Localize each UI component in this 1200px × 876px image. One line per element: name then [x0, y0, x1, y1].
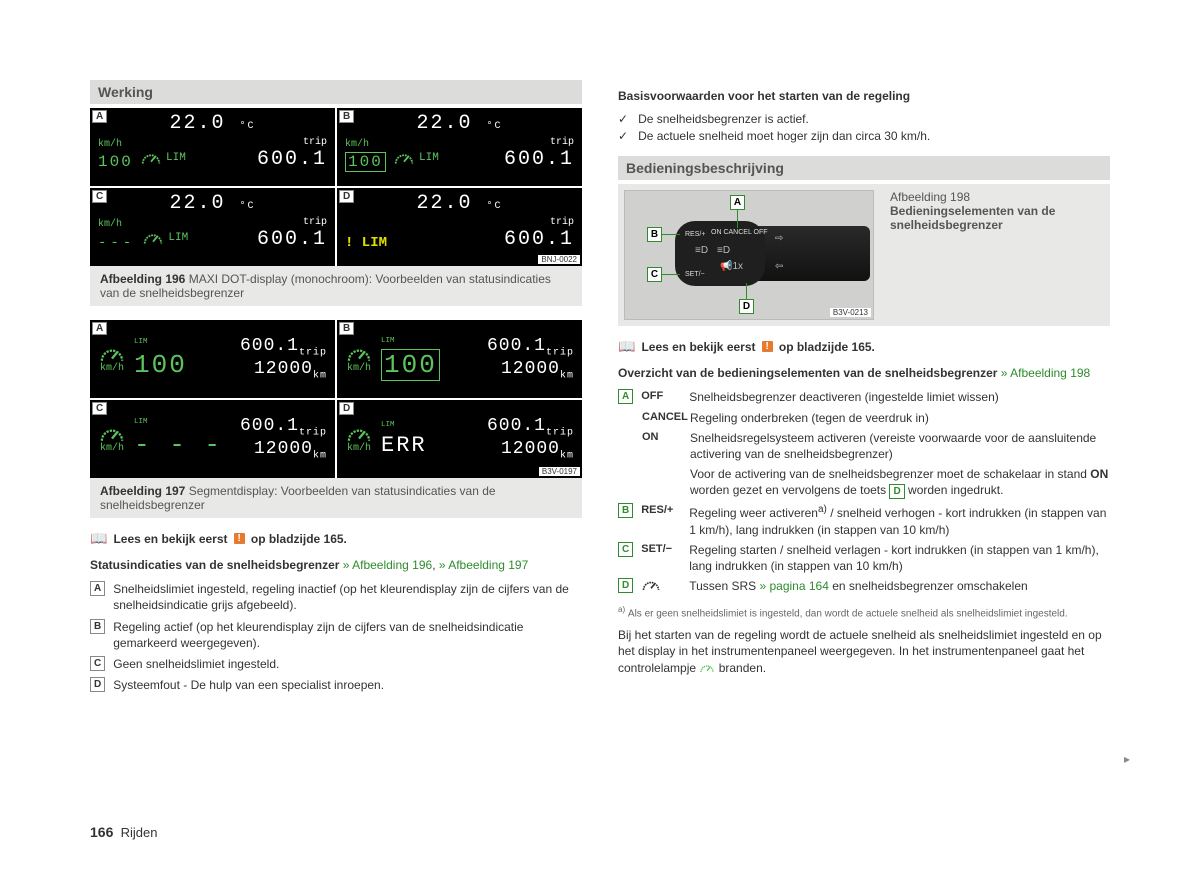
panel-label: D: [339, 190, 354, 203]
display-panel-196a: A 22.0 °C km/h 100 LIM trip 600.1: [90, 108, 335, 186]
section-header-werking: Werking: [90, 80, 582, 104]
speedo-icon: [345, 425, 373, 443]
keybox: C: [90, 656, 105, 671]
lim-icon: LIM: [142, 230, 188, 246]
speedo-icon: [98, 345, 126, 363]
keybox: D: [90, 677, 105, 692]
footnote: a) Als er geen snelheidslimiet is ingest…: [618, 605, 1110, 619]
kmh-value: 100: [98, 153, 133, 171]
pointer-a: A: [730, 195, 745, 210]
lim-icon: LIM: [140, 150, 186, 166]
display-panel-197c: C km/h LIM - - - 600.1trip 12000km: [90, 400, 335, 478]
continue-arrow-icon: ▸: [1124, 752, 1130, 766]
check-icon: ✓: [618, 112, 628, 126]
status-key-list: ASnelheidslimiet ingesteld, regeling ina…: [90, 581, 582, 693]
switch-icon: [641, 578, 681, 597]
left-column: Werking A 22.0 °C km/h 100 LIM: [90, 80, 582, 699]
keybox: B: [90, 619, 105, 634]
speedo-icon: [98, 425, 126, 443]
basis-checklist: ✓De snelheidsbegrenzer is actief. ✓De ac…: [618, 112, 1110, 143]
book-icon: 📖: [90, 530, 107, 547]
basis-heading: Basisvoorwaarden voor het starten van de…: [618, 88, 1110, 104]
keybox: D: [618, 578, 633, 593]
image-code: BNJ-0022: [538, 255, 580, 264]
headlight-icon: ≡D: [695, 245, 708, 256]
panel-label: C: [92, 190, 107, 203]
read-first-notice: 📖 Lees en bekijk eerst ! op bladzijde 16…: [90, 530, 582, 547]
display-panel-196c: C 22.0 °C km/h --- LIM trip 600.1: [90, 188, 335, 266]
display-panel-196b: B 22.0 °C km/h 100 LIM trip 600.1: [337, 108, 582, 186]
controls-table: A OFF Snelheidsbegrenzer deactiveren (in…: [618, 389, 1110, 597]
keybox: C: [618, 542, 633, 557]
trip-value: 600.1: [257, 148, 327, 171]
keybox: A: [90, 581, 105, 596]
pointer-c: C: [647, 267, 662, 282]
speedo-inline-icon: [699, 662, 715, 674]
pointer-d: D: [739, 299, 754, 314]
read-first-notice: 📖 Lees en bekijk eerst ! op bladzijde 16…: [618, 338, 1110, 355]
link-afbeelding-197[interactable]: » Afbeelding 197: [439, 558, 528, 572]
check-icon: ✓: [618, 129, 628, 143]
status-heading: Statusindicaties van de snelheidsbegrenz…: [90, 557, 582, 573]
display-panel-197d: D km/h LIM ERR 600.1trip 12000km B3V-019…: [337, 400, 582, 478]
pointer-b: B: [647, 227, 662, 242]
right-column: Basisvoorwaarden voor het starten van de…: [618, 80, 1110, 699]
stalk-illustration: RES/+ ON CANCEL OFF SET/− ≡D ≡D 📢1x ⇨ ⇦ …: [624, 190, 874, 320]
lowbeam-icon: ≡D: [717, 245, 730, 256]
trip-label: trip: [257, 137, 327, 148]
display-196-grid: A 22.0 °C km/h 100 LIM trip 600.1: [90, 108, 582, 266]
display-panel-196d: D 22.0 °C ! LIM trip 600.1 BNJ-0022: [337, 188, 582, 266]
image-code: B3V-0197: [539, 467, 580, 476]
closing-paragraph: Bij het starten van de regeling wordt de…: [618, 627, 1110, 676]
book-icon: 📖: [618, 338, 635, 355]
display-panel-197a: A km/h LIM 100 600.1trip 12000km: [90, 320, 335, 398]
warning-icon: !: [762, 341, 773, 352]
display-panel-197b: B km/h LIM 100 600.1trip 12000km: [337, 320, 582, 398]
speedo-icon: [345, 345, 373, 363]
caption-197: Afbeelding 197 Segmentdisplay: Voorbeeld…: [90, 478, 582, 518]
warning-icon: !: [234, 533, 245, 544]
horn-icon: 📢1x: [720, 261, 743, 272]
display-197-grid: A km/h LIM 100 600.1trip 12000km B: [90, 320, 582, 478]
overview-heading: Overzicht van de bedieningselementen van…: [618, 365, 1110, 381]
kmh-label: km/h: [98, 139, 186, 150]
arrow-right-icon: ⇨: [775, 233, 783, 244]
temp-readout: 22.0 °C: [98, 112, 327, 135]
section-header-bediening: Bedieningsbeschrijving: [618, 156, 1110, 180]
link-pagina-164[interactable]: » pagina 164: [759, 579, 828, 593]
figure-198: RES/+ ON CANCEL OFF SET/− ≡D ≡D 📢1x ⇨ ⇦ …: [618, 184, 1110, 326]
panel-label: A: [92, 110, 107, 123]
keybox: B: [618, 503, 633, 518]
arrow-left-icon: ⇦: [775, 261, 783, 272]
caption-196: Afbeelding 196 MAXI DOT-display (monochr…: [90, 266, 582, 306]
image-code: B3V-0213: [830, 308, 871, 317]
lim-icon: LIM: [393, 150, 439, 166]
keybox: A: [618, 389, 633, 404]
panel-label: B: [339, 110, 354, 123]
link-afbeelding-196[interactable]: » Afbeelding 196: [343, 558, 432, 572]
lim-warn-icon: ! LIM: [345, 235, 387, 251]
link-afbeelding-198[interactable]: » Afbeelding 198: [1001, 366, 1090, 380]
page-footer: 166 Rijden: [90, 824, 157, 840]
